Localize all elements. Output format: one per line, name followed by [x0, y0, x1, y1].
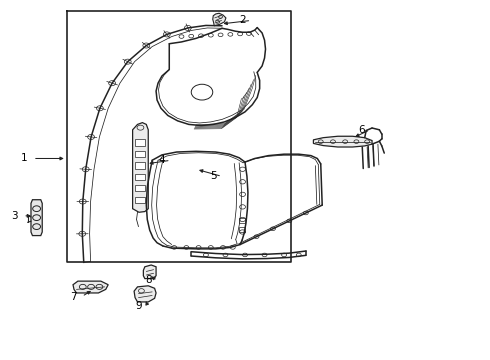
- Bar: [239, 218, 245, 223]
- Bar: [135, 162, 145, 168]
- Text: 7: 7: [70, 292, 76, 302]
- Bar: [135, 185, 145, 192]
- Polygon shape: [314, 136, 372, 147]
- Bar: [135, 197, 145, 203]
- Text: 2: 2: [239, 15, 246, 26]
- Text: 8: 8: [146, 275, 152, 285]
- Bar: [239, 226, 245, 232]
- Bar: [135, 174, 145, 180]
- Text: 1: 1: [21, 153, 27, 163]
- Polygon shape: [144, 265, 156, 279]
- Bar: [135, 150, 145, 157]
- Polygon shape: [134, 286, 156, 302]
- Polygon shape: [31, 200, 42, 235]
- Text: 4: 4: [159, 155, 165, 165]
- Text: 3: 3: [11, 211, 18, 221]
- Text: 9: 9: [136, 301, 142, 311]
- Polygon shape: [213, 13, 226, 26]
- Polygon shape: [73, 281, 108, 293]
- Text: 5: 5: [210, 171, 217, 181]
- Bar: [135, 139, 145, 145]
- Text: 6: 6: [358, 125, 365, 135]
- Polygon shape: [133, 123, 148, 212]
